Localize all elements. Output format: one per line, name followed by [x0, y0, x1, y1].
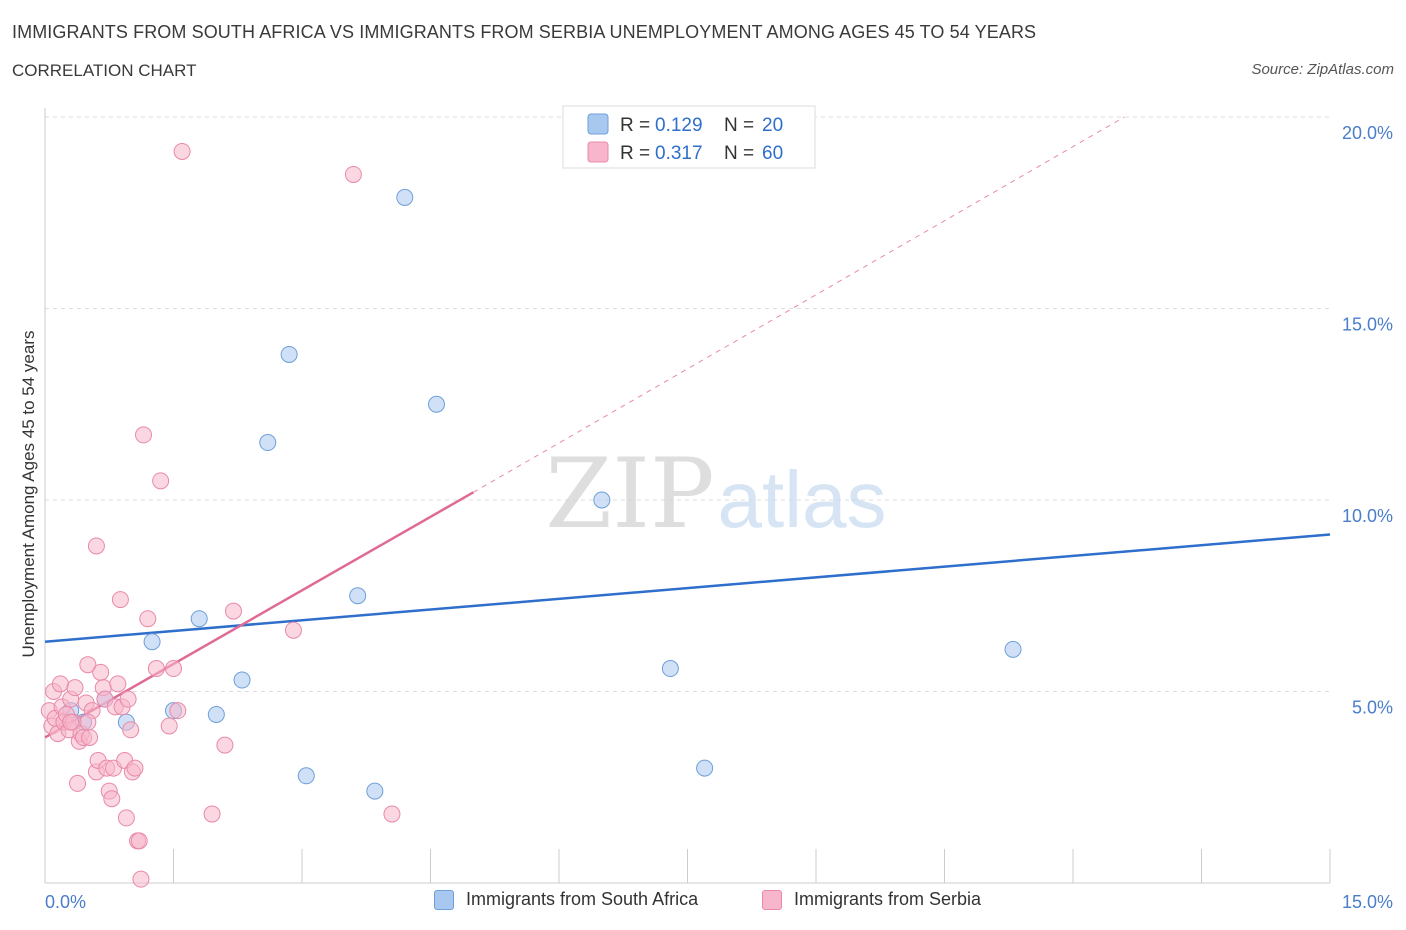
point-serbia — [103, 790, 121, 808]
stats-legend-n-label: N = — [724, 115, 754, 136]
point-serbia — [169, 702, 187, 720]
point-south-africa — [593, 491, 611, 509]
point-serbia — [117, 809, 135, 827]
stats-legend: R = 0.129 N = 20 R = 0.317 N = 60 — [562, 105, 816, 169]
watermark-atlas: atlas — [718, 455, 887, 544]
point-serbia — [203, 805, 221, 823]
point-south-africa — [280, 345, 298, 363]
y-tick-label: 10.0% — [1342, 506, 1393, 526]
watermark: ZIP atlas — [545, 438, 886, 550]
point-south-africa — [349, 587, 367, 605]
tick-labels: 5.0% 10.0% 15.0% 20.0% 0.0% 15.0% — [45, 123, 1393, 912]
point-serbia — [126, 759, 144, 777]
stats-legend-n-value: 60 — [762, 143, 783, 164]
point-south-africa — [233, 671, 251, 689]
stats-legend-r-value: 0.317 — [655, 143, 703, 164]
point-serbia — [165, 660, 182, 678]
point-serbia — [139, 610, 157, 628]
point-south-africa — [427, 395, 445, 413]
x-tick-label-min: 0.0% — [45, 892, 86, 912]
point-serbia — [160, 717, 178, 735]
point-south-africa — [297, 767, 315, 785]
trend-line-serbia — [44, 491, 474, 739]
point-south-africa — [366, 782, 384, 800]
point-serbia — [119, 690, 137, 708]
axes — [44, 108, 1331, 884]
point-serbia — [69, 774, 87, 792]
point-serbia — [216, 736, 234, 754]
stats-legend-n-label: N = — [724, 143, 754, 164]
y-tick-label: 5.0% — [1352, 698, 1393, 718]
stats-legend-r-label: R = — [620, 143, 650, 164]
stats-legend-swatch-south-africa — [587, 113, 609, 135]
point-serbia — [87, 537, 105, 555]
legend-label-serbia: Immigrants from Serbia — [794, 889, 982, 909]
legend-swatch-south-africa — [434, 889, 454, 910]
point-south-africa — [190, 610, 208, 628]
point-serbia — [135, 426, 153, 444]
point-serbia — [66, 679, 84, 697]
point-south-africa — [396, 188, 414, 206]
point-serbia — [130, 832, 148, 850]
point-serbia — [51, 675, 69, 693]
legend-label-south-africa: Immigrants from South Africa — [466, 889, 699, 909]
stats-legend-n-value: 20 — [762, 115, 783, 136]
trend-line-south-africa — [44, 533, 1331, 643]
chart-title: IMMIGRANTS FROM SOUTH AFRICA VS IMMIGRAN… — [12, 22, 1037, 42]
series-legend: Immigrants from South Africa Immigrants … — [0, 889, 1406, 915]
legend-item-serbia: Immigrants from Serbia — [762, 889, 981, 910]
point-serbia — [92, 663, 110, 681]
point-serbia — [109, 675, 127, 693]
point-serbia — [224, 602, 242, 620]
point-south-africa — [661, 660, 679, 678]
point-serbia — [122, 721, 140, 739]
trend-line-serbia-extension — [473, 116, 1125, 493]
point-south-africa — [143, 633, 161, 651]
y-axis-label: Unemployment Among Ages 45 to 54 years — [19, 331, 38, 658]
point-serbia — [62, 713, 80, 731]
legend-swatch-serbia — [762, 889, 782, 910]
source-credit: Source: ZipAtlas.com — [1251, 61, 1394, 78]
trend-lines — [44, 116, 1331, 739]
point-serbia — [147, 660, 165, 678]
point-south-africa — [1004, 640, 1022, 658]
point-serbia — [344, 165, 362, 183]
y-tick-label: 15.0% — [1342, 315, 1393, 335]
data-points — [40, 142, 1022, 888]
point-serbia — [284, 621, 302, 639]
point-serbia — [79, 656, 97, 674]
point-south-africa — [207, 705, 225, 723]
watermark-zip: ZIP — [545, 438, 714, 550]
stats-legend-swatch-serbia — [587, 141, 609, 163]
point-serbia — [173, 142, 191, 160]
point-serbia — [383, 805, 401, 823]
point-serbia — [132, 870, 150, 888]
y-tick-label: 20.0% — [1342, 123, 1393, 143]
x-tick-label-max: 15.0% — [1342, 892, 1393, 912]
point-serbia — [111, 591, 129, 609]
point-serbia — [152, 472, 170, 490]
point-south-africa — [259, 434, 277, 452]
legend-item-south-africa: Immigrants from South Africa — [434, 889, 698, 910]
point-serbia — [79, 713, 97, 731]
point-serbia — [81, 728, 99, 746]
stats-legend-r-label: R = — [620, 115, 650, 136]
chart-subtitle: CORRELATION CHART — [12, 61, 197, 80]
point-south-africa — [696, 759, 714, 777]
stats-legend-r-value: 0.129 — [655, 115, 703, 136]
